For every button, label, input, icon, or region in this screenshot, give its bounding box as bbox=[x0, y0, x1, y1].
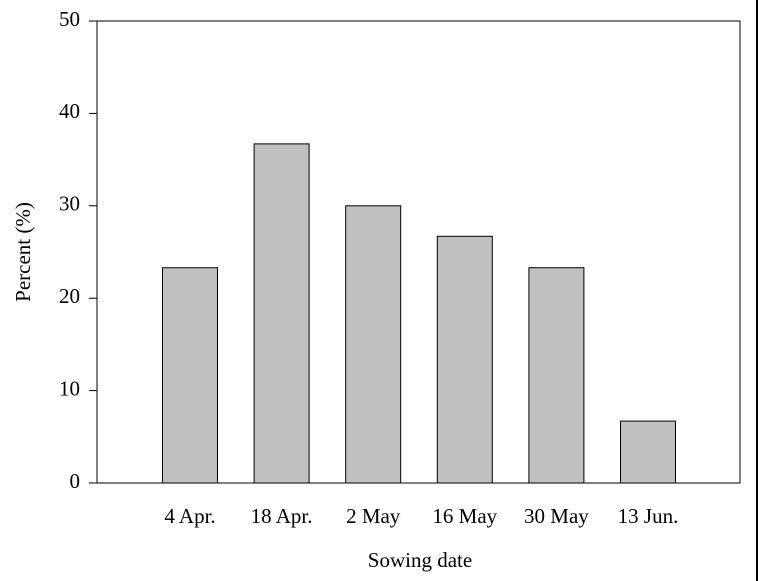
y-tick-label: 0 bbox=[70, 469, 81, 493]
bar bbox=[253, 143, 310, 484]
y-tick-label: 40 bbox=[59, 99, 80, 123]
x-tick-label: 13 Jun. bbox=[618, 504, 679, 528]
y-tick-label: 50 bbox=[59, 7, 80, 31]
x-axis-label: Sowing date bbox=[368, 548, 472, 572]
bar bbox=[528, 267, 585, 484]
x-tick-label: 4 Apr. bbox=[164, 504, 215, 528]
bar bbox=[620, 420, 676, 484]
bar bbox=[436, 235, 493, 484]
y-axis-label: Percent (%) bbox=[11, 202, 35, 302]
x-tick-label: 18 Apr. bbox=[251, 504, 313, 528]
x-tick-label: 2 May bbox=[346, 504, 401, 528]
y-tick-label: 10 bbox=[59, 376, 80, 400]
x-tick-label: 30 May bbox=[524, 504, 589, 528]
y-tick-label: 30 bbox=[59, 192, 80, 216]
bar bbox=[162, 267, 218, 484]
x-tick-label: 16 May bbox=[432, 504, 497, 528]
plot-frame bbox=[96, 20, 741, 484]
bar bbox=[345, 205, 402, 484]
y-tick-label: 20 bbox=[59, 284, 80, 308]
